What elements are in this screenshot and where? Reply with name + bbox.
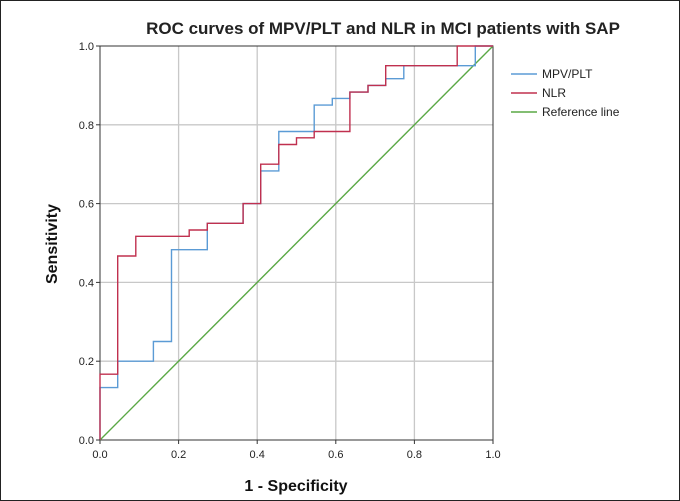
plot-border <box>99 45 494 441</box>
legend-label-reference-line: Reference line <box>542 105 620 119</box>
legend-label-mpv-plt: MPV/PLT <box>542 67 593 81</box>
x-tick-label-4: 0.8 <box>407 449 422 461</box>
y-tick-label-4: 0.8 <box>79 120 94 132</box>
y-tick-label-5: 1.0 <box>79 41 94 53</box>
series-line-nlr <box>99 45 493 440</box>
series-layer <box>99 45 494 441</box>
x-tick-label-5: 1.0 <box>485 449 500 461</box>
x-tick-label-2: 0.4 <box>250 449 265 461</box>
y-tick-label-1: 0.2 <box>79 356 94 368</box>
legend: MPV/PLT NLR Reference line <box>511 67 620 119</box>
y-tick-label-2: 0.4 <box>79 277 94 289</box>
x-axis-ticks: 0.0 0.2 0.4 0.6 0.8 1.0 <box>92 440 501 461</box>
y-tick-label-0: 0.0 <box>79 435 94 447</box>
chart-title: ROC curves of MPV/PLT and NLR in MCI pat… <box>146 19 620 38</box>
x-tick-label-3: 0.6 <box>328 449 343 461</box>
legend-label-nlr: NLR <box>542 86 566 100</box>
series-line-reference-line <box>99 45 494 441</box>
x-axis-label: 1 - Specificity <box>244 478 347 495</box>
x-tick-label-0: 0.0 <box>92 449 107 461</box>
y-axis-ticks: 0.0 0.2 0.4 0.6 0.8 1.0 <box>79 41 100 447</box>
y-tick-label-3: 0.6 <box>79 199 94 211</box>
x-tick-label-1: 0.2 <box>171 449 186 461</box>
plot-area <box>99 45 494 441</box>
y-axis-label: Sensitivity <box>44 204 61 284</box>
grid <box>100 46 493 440</box>
